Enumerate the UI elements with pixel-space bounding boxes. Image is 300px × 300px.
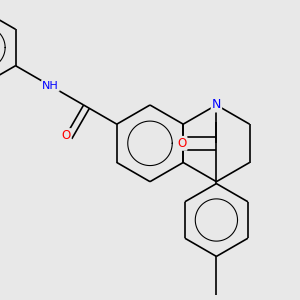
Text: O: O [61, 129, 70, 142]
Text: NH: NH [42, 81, 59, 91]
Text: N: N [212, 98, 221, 112]
Text: O: O [177, 137, 187, 150]
